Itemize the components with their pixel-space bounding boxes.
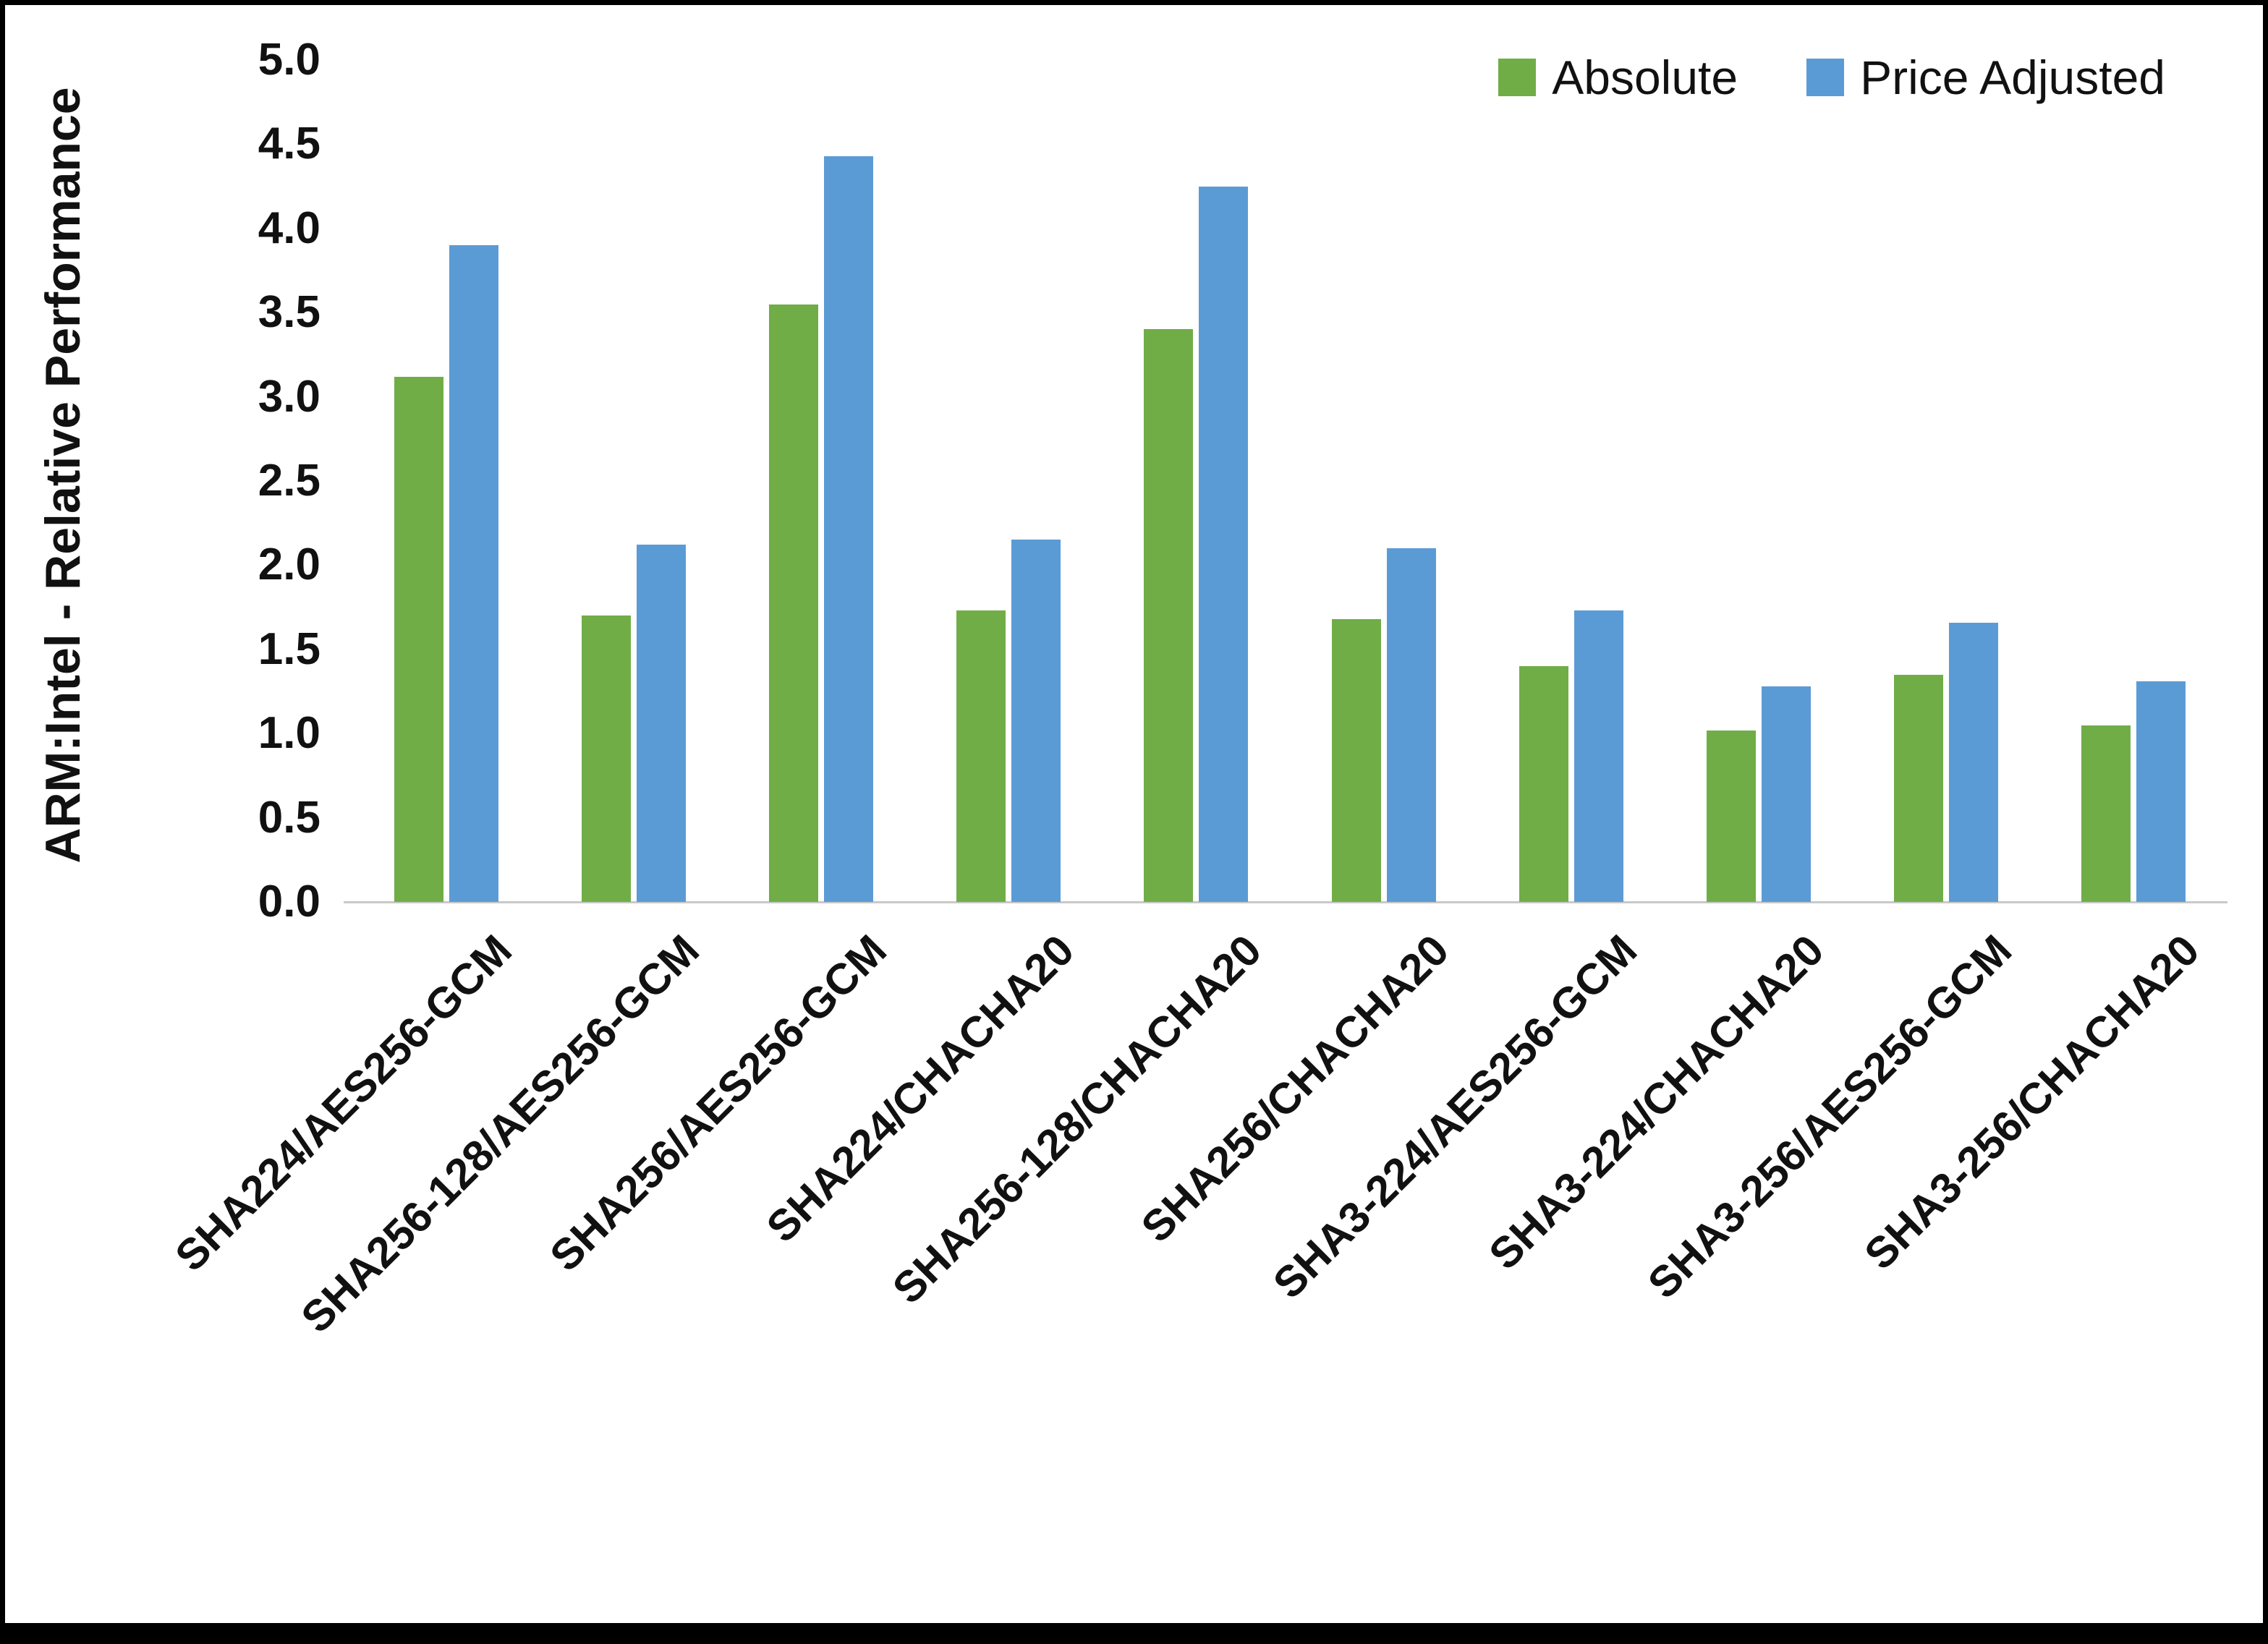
y-tick-label: 1.0 [258, 708, 320, 759]
x-axis-category-label: SHA3-224/CHACHA20 [1479, 925, 1834, 1279]
bar-price-adjusted [1762, 686, 1811, 902]
legend-item-price-adjusted: Price Adjusted [1806, 50, 2165, 105]
y-tick-label: 3.5 [258, 287, 320, 338]
y-tick-label: 2.0 [258, 540, 320, 590]
bar-price-adjusted [1949, 622, 1999, 902]
bar-absolute [581, 616, 631, 902]
bar-absolute [956, 610, 1006, 902]
bar-absolute [1707, 730, 1756, 902]
x-axis-category-label: SHA256-128/AES256-GCM [292, 925, 708, 1342]
bar-absolute [1519, 666, 1568, 902]
legend-item-absolute: Absolute [1498, 50, 1738, 105]
x-axis-category-label: SHA256-128/CHACHA20 [883, 925, 1271, 1313]
bar-absolute [1894, 674, 1944, 902]
bar-absolute [1331, 618, 1381, 902]
x-axis-category-label: SHA3-256/CHACHA20 [1855, 925, 2209, 1279]
bar-absolute [1144, 329, 1194, 902]
bars-container [352, 60, 2227, 902]
y-tick-label: 4.0 [258, 203, 320, 253]
bar-absolute [769, 304, 818, 902]
legend-swatch-absolute [1498, 59, 1537, 96]
x-axis-category-label: SHA256/AES256-GCM [540, 925, 896, 1281]
plot-area: SHA224/AES256-GCM SHA256-128/AES256-GCM SH… [166, 60, 2227, 1342]
x-axis-category-label: SHA224/CHACHA20 [757, 925, 1084, 1252]
y-tick-label: 0.5 [258, 792, 320, 843]
y-tick-label: 5.0 [258, 35, 320, 85]
bar-price-adjusted [1011, 540, 1061, 902]
legend-swatch-price-adjusted [1806, 59, 1845, 96]
y-tick-label: 0.0 [258, 877, 320, 927]
y-tick-label: 3.0 [258, 371, 320, 422]
bar-price-adjusted [2136, 681, 2186, 902]
legend: Absolute Price Adjusted [1498, 50, 2165, 105]
bar-price-adjusted [449, 245, 498, 902]
bottom-border-bar [5, 1623, 2263, 1639]
y-tick-label: 4.5 [258, 119, 320, 169]
bar-price-adjusted [1199, 186, 1249, 902]
y-tick-label: 2.5 [258, 456, 320, 506]
legend-label-absolute: Absolute [1552, 51, 1738, 104]
x-axis-category-label: SHA256/CHACHA20 [1132, 925, 1458, 1252]
x-axis-category-label: SHA3-256/AES256-GCM [1638, 925, 2021, 1308]
x-axis-category-label: SHA3-224/AES256-GCM [1263, 925, 1646, 1308]
y-tick-label: 1.5 [258, 623, 320, 674]
bar-price-adjusted [824, 156, 873, 902]
bar-price-adjusted [636, 545, 686, 902]
bar-price-adjusted [1386, 548, 1436, 902]
bar-price-adjusted [1573, 610, 1623, 902]
legend-label-price-adjusted: Price Adjusted [1860, 51, 2165, 104]
x-axis-category-label: SHA224/AES256-GCM [166, 925, 521, 1281]
x-axis-line [344, 901, 2227, 903]
bar-absolute [2081, 725, 2131, 902]
bar-absolute [394, 376, 443, 902]
